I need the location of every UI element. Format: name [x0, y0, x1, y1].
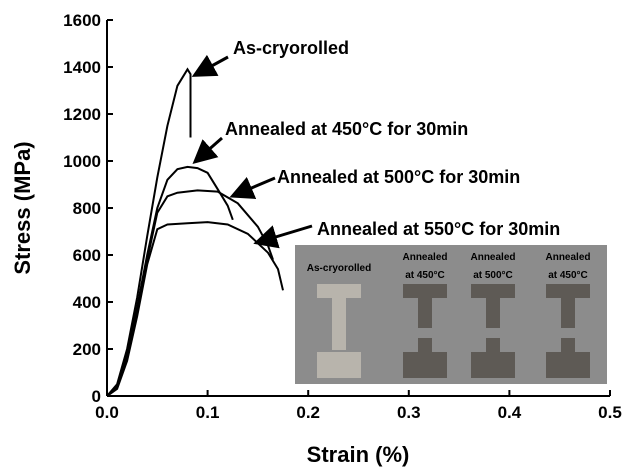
specimen-top [471, 284, 515, 298]
specimen-bottom [471, 352, 515, 378]
y-tick-label: 800 [73, 199, 101, 218]
specimen-neck [418, 338, 432, 354]
y-tick-label: 1600 [63, 11, 101, 30]
inset-label: at 450°C [405, 270, 445, 281]
x-tick-label: 0.0 [95, 403, 119, 422]
x-tick-label: 0.1 [196, 403, 220, 422]
inset-label: Annealed [402, 252, 447, 263]
y-tick-label: 400 [73, 293, 101, 312]
y-tick-label: 1400 [63, 58, 101, 77]
inset-label: As-cryorolled [307, 263, 371, 274]
annotation-arrow [197, 138, 222, 160]
y-tick-label: 600 [73, 246, 101, 265]
annotation: Annealed at 500°C for 30min [277, 167, 520, 187]
specimen-neck [561, 298, 575, 328]
annotation: Annealed at 550°C for 30min [317, 219, 560, 239]
specimen-neck [332, 298, 346, 350]
x-tick-label: 0.5 [598, 403, 622, 422]
inset-label: at 500°C [473, 270, 513, 281]
stress-strain-curve [107, 190, 273, 396]
specimen-top [546, 284, 590, 298]
y-tick-label: 1000 [63, 152, 101, 171]
stress-strain-curve [107, 222, 283, 396]
annotation: As-cryorolled [233, 38, 349, 58]
inset-label: Annealed [470, 252, 515, 263]
specimen-bottom [317, 352, 361, 378]
y-tick-label: 1200 [63, 105, 101, 124]
chart: Strain (%) Stress (MPa) 0200400600800100… [0, 0, 628, 469]
y-tick-label: 200 [73, 340, 101, 359]
specimen-bottom [546, 352, 590, 378]
specimen-bottom [403, 352, 447, 378]
annotation-arrow [259, 226, 312, 242]
stress-strain-curve [107, 69, 191, 396]
x-tick-label: 0.4 [498, 403, 522, 422]
x-tick-label: 0.3 [397, 403, 421, 422]
x-tick-label: 0.2 [296, 403, 320, 422]
y-axis-title: Stress (MPa) [10, 141, 35, 274]
inset-label: at 450°C [548, 270, 588, 281]
specimen-neck [486, 298, 500, 328]
x-axis-title: Strain (%) [307, 442, 410, 467]
inset-label: Annealed [545, 252, 590, 263]
annotation-arrow [197, 57, 228, 74]
annotation-arrow [235, 178, 275, 195]
specimen-neck [486, 338, 500, 354]
specimen-top [317, 284, 361, 298]
specimen-neck [561, 338, 575, 354]
specimen-top [403, 284, 447, 298]
annotation: Annealed at 450°C for 30min [225, 119, 468, 139]
specimen-neck [418, 298, 432, 328]
